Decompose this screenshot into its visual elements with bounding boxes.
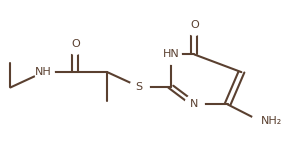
Text: O: O — [71, 39, 80, 49]
Text: NH: NH — [35, 67, 52, 77]
Text: HN: HN — [162, 49, 179, 60]
Text: O: O — [190, 20, 199, 30]
Text: NH₂: NH₂ — [261, 116, 282, 126]
Text: N: N — [190, 99, 198, 109]
Text: S: S — [136, 82, 143, 92]
